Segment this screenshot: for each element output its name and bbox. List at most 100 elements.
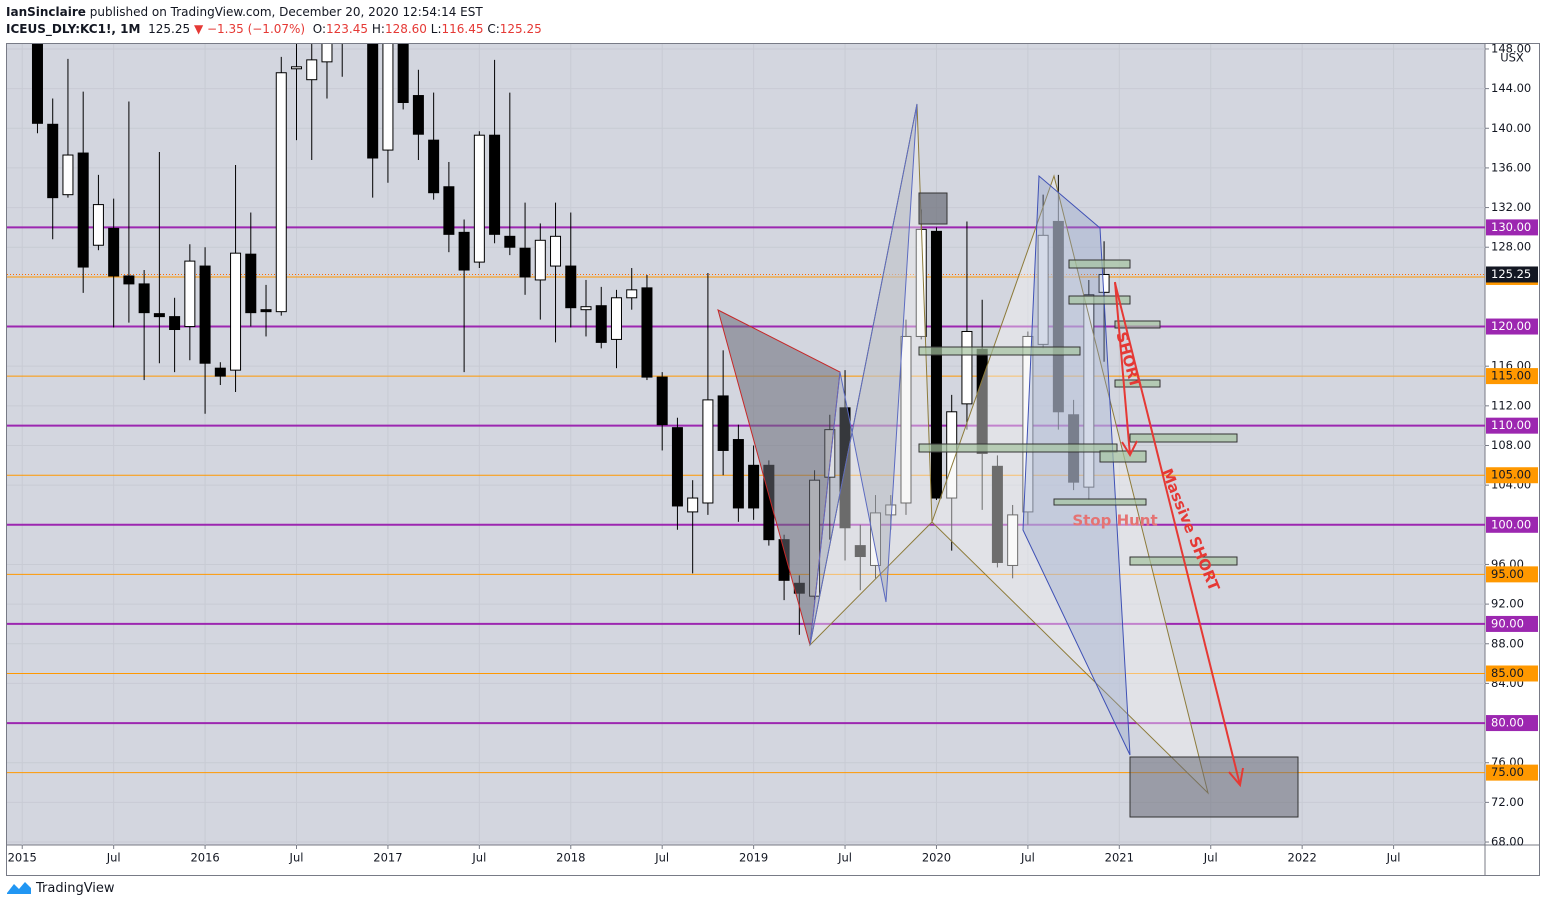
candle-body [337,0,347,29]
level-label: 100.00 [1491,517,1531,531]
last: 125.25 [148,22,191,36]
x-tick-label: Jul [289,851,304,865]
x-tick-label: 2018 [556,851,585,865]
level-label-bg [1486,566,1538,583]
arrow [1114,282,1241,786]
zone [1114,320,1161,329]
candle-body [1052,220,1064,413]
candle-body [352,0,362,29]
y-tick-label: 128.00 [1491,240,1531,254]
plot-background [7,44,1485,845]
candle-body [367,44,379,159]
chart: SHORT Massive SHORT Stop Hunt 148.00 144.… [6,0,1540,876]
level-label: 115.00 [1491,369,1531,383]
candle-body [62,154,74,196]
pattern-shape [1022,174,1131,756]
x-tick-label: Jul [837,851,852,865]
candle-body [900,335,912,504]
close-label: C: [487,22,500,36]
y-tick-label: 112.00 [1491,398,1531,412]
open-label: O: [312,22,327,36]
candle-body [671,427,683,507]
candle-body [717,395,729,451]
x-tick-label: Jul [1203,851,1218,865]
candle-body [991,465,1003,563]
level-label: 105.00 [1491,468,1531,482]
y-tick-label: 68.00 [1491,835,1524,849]
candle-body [626,289,638,299]
candle-body [245,253,257,314]
candle-body [854,545,866,558]
candle-body [47,123,59,199]
close: 125.25 [499,22,542,36]
y-tick-label: 148.00 [1491,41,1531,55]
level-label-bg [1486,467,1538,484]
candle-body [946,411,958,499]
author: IanSinclaire [6,5,86,19]
candle-body [748,464,760,509]
x-tick-label: 2019 [739,851,768,865]
level-label-bg [1486,368,1538,385]
candle-body [291,66,303,70]
zone [918,346,1081,356]
candle-body [641,287,653,378]
y-tick-label: 140.00 [1491,121,1531,135]
candle-body [458,231,470,271]
low-label: L: [430,22,442,36]
y-tick-label: 108.00 [1491,438,1531,452]
arrow [1114,281,1131,456]
arrows [1114,281,1244,788]
candle-body [382,44,394,151]
y-tick-label: 88.00 [1491,636,1524,650]
candle-body [306,59,318,81]
arrow-head [1121,440,1138,458]
candle-body [610,297,622,340]
low: 116.45 [441,22,484,36]
header: IanSinclaire published on TradingView.co… [6,4,542,38]
candle-body [199,265,211,364]
level-label: 75.00 [1491,765,1524,779]
candle-body [732,439,744,509]
candle-body [595,305,607,343]
candle-body [565,265,577,309]
x-tick-label: 2022 [1288,851,1317,865]
zone [1068,259,1131,269]
candle-body [138,283,150,314]
candle-body [580,306,592,311]
x-tick-label: Jul [654,851,669,865]
candle-body [123,275,135,285]
target-box [1129,756,1299,818]
level-label: 85.00 [1491,666,1524,680]
candle-body [550,235,562,267]
candle-body [153,313,165,318]
candle-body [260,309,272,313]
symbol: ICEUS_DLY:KC1!, 1M [6,22,141,36]
x-tick-label: Jul [1386,851,1401,865]
level-label: 95.00 [1491,567,1524,581]
x-tick-label: Jul [106,851,121,865]
candle-body [656,376,668,426]
candle-body [1083,294,1095,488]
logo [7,882,31,894]
zone [1053,498,1147,506]
candle-body [169,316,181,331]
candle-body [885,504,897,516]
level-label-bg [1486,219,1538,236]
zone [1129,433,1238,443]
high: 128.60 [384,22,427,36]
candle-body [428,139,440,194]
candle-body [321,44,333,63]
pattern-shape [809,103,918,646]
x-tick-label: Jul [1020,851,1035,865]
level-label-bg [1486,318,1538,335]
high-label: H: [371,22,385,36]
axes: 148.00144.00140.00136.00132.00128.00116.… [8,41,1538,865]
candle-body [92,204,104,246]
candle-body [275,72,287,313]
candle-body [214,367,226,377]
candle-body [31,44,43,124]
candle-body [534,239,546,281]
y-tick-label: 132.00 [1491,200,1531,214]
level-label: 90.00 [1491,616,1524,630]
